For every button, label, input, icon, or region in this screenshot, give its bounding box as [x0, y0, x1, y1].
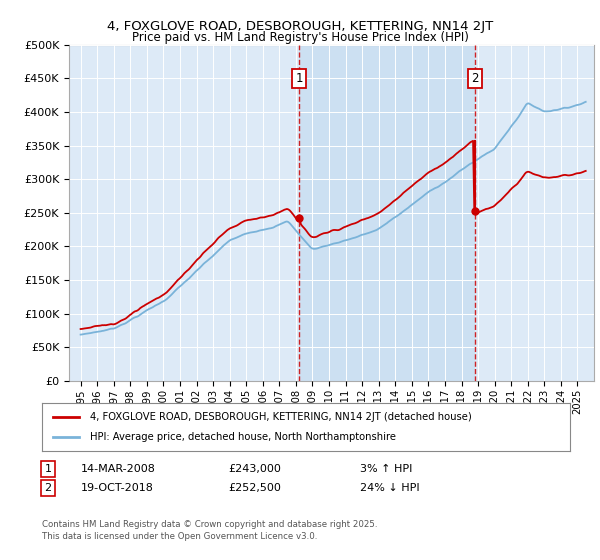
Text: 19-OCT-2018: 19-OCT-2018	[81, 483, 154, 493]
Text: 1: 1	[295, 72, 303, 85]
Text: 1: 1	[44, 464, 52, 474]
Text: Contains HM Land Registry data © Crown copyright and database right 2025.
This d: Contains HM Land Registry data © Crown c…	[42, 520, 377, 541]
Text: 4, FOXGLOVE ROAD, DESBOROUGH, KETTERING, NN14 2JT: 4, FOXGLOVE ROAD, DESBOROUGH, KETTERING,…	[107, 20, 493, 32]
Text: 24% ↓ HPI: 24% ↓ HPI	[360, 483, 419, 493]
Text: £252,500: £252,500	[228, 483, 281, 493]
Text: 14-MAR-2008: 14-MAR-2008	[81, 464, 156, 474]
Text: 2: 2	[44, 483, 52, 493]
Text: £243,000: £243,000	[228, 464, 281, 474]
Text: 3% ↑ HPI: 3% ↑ HPI	[360, 464, 412, 474]
Text: 2: 2	[471, 72, 479, 85]
Bar	[299, 45, 475, 381]
Text: 4, FOXGLOVE ROAD, DESBOROUGH, KETTERING, NN14 2JT (detached house): 4, FOXGLOVE ROAD, DESBOROUGH, KETTERING,…	[89, 412, 471, 422]
Text: HPI: Average price, detached house, North Northamptonshire: HPI: Average price, detached house, Nort…	[89, 432, 395, 442]
Text: Price paid vs. HM Land Registry's House Price Index (HPI): Price paid vs. HM Land Registry's House …	[131, 31, 469, 44]
